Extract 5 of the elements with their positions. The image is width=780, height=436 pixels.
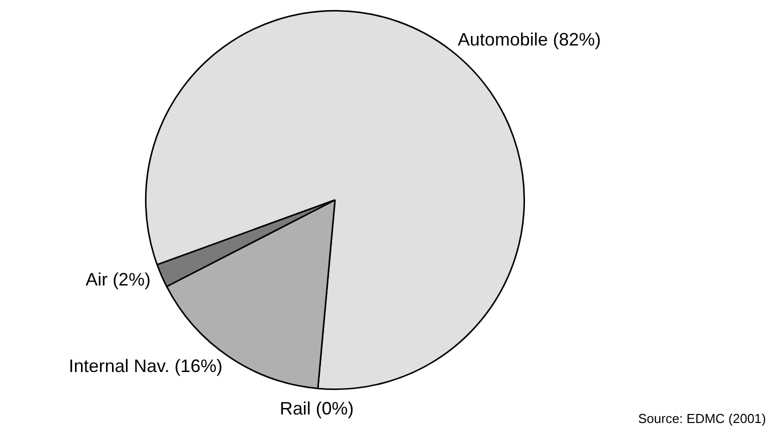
slice-label: Air (2%) — [86, 270, 151, 290]
category-label: Rail (0%) — [280, 398, 354, 418]
slice-label: Internal Nav. (16%) — [68, 356, 222, 376]
source-note: Source: EDMC (2001) — [638, 411, 766, 426]
slice-label: Automobile (82%) — [458, 30, 601, 50]
